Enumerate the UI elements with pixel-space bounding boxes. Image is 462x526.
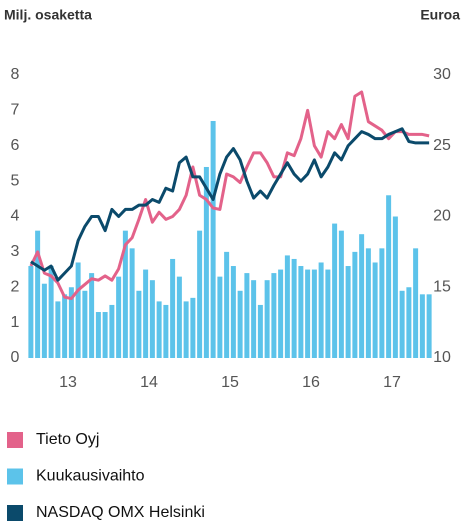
bar [170, 258, 176, 358]
y-axis-title: Milj. osaketta [4, 7, 92, 23]
bar [35, 230, 41, 358]
line [29, 90, 430, 301]
bar [264, 280, 270, 358]
bar [149, 280, 155, 358]
bar [332, 223, 338, 358]
y-tick-label: 1 [11, 314, 20, 331]
bar [224, 251, 230, 358]
bar [325, 269, 331, 358]
bar [318, 262, 324, 358]
bar [392, 216, 398, 358]
bar [75, 262, 81, 358]
bar [386, 195, 392, 358]
bar [365, 248, 371, 358]
bar [89, 273, 95, 358]
bar [406, 287, 412, 358]
bar [359, 234, 365, 358]
bar [311, 269, 317, 358]
bar [176, 276, 182, 358]
bar [305, 269, 311, 358]
x-group-label: 14 [140, 374, 158, 391]
bar [210, 120, 216, 358]
bar [413, 248, 419, 358]
bar [109, 304, 115, 358]
bar [298, 266, 304, 358]
bar [345, 266, 351, 358]
y2-tick-label: 20 [433, 208, 451, 225]
x-group-label: 16 [302, 374, 320, 391]
bar [48, 266, 54, 358]
bar [197, 230, 203, 358]
bar [271, 273, 277, 358]
bar [399, 290, 405, 358]
bar [55, 301, 61, 358]
bar [41, 283, 47, 358]
bar [352, 251, 358, 358]
bar [426, 294, 432, 358]
y2-tick-label: 25 [433, 137, 451, 154]
bar [244, 273, 250, 358]
y-tick-label: 3 [11, 243, 20, 260]
legend-swatch [7, 432, 23, 448]
y-tick-label: 4 [11, 208, 20, 225]
legend-swatch [7, 468, 23, 485]
y-tick-label: 6 [11, 137, 20, 154]
bar [203, 166, 209, 358]
bar [257, 304, 263, 358]
bar [230, 266, 236, 358]
bar [62, 294, 68, 358]
bar [102, 312, 108, 358]
line [30, 127, 430, 282]
bar [190, 297, 196, 358]
bar [136, 290, 142, 358]
y-tick-label: 7 [11, 102, 20, 119]
y-tick-label: 0 [11, 349, 20, 366]
bar [338, 230, 344, 358]
bar [122, 230, 128, 358]
bar [163, 304, 169, 358]
y-tick-label: 8 [11, 66, 20, 83]
x-group-label: 17 [383, 374, 401, 391]
bar [95, 312, 101, 358]
y2-tick-label: 30 [433, 66, 451, 83]
x-group-label: 15 [221, 374, 239, 391]
legend-label: Tieto Oyj [36, 431, 99, 448]
bar [82, 290, 88, 358]
y2-tick-label: 10 [433, 349, 451, 366]
bar [217, 276, 223, 358]
bar [251, 280, 257, 358]
bar [372, 262, 378, 358]
bar [129, 248, 135, 358]
bar [28, 266, 34, 358]
bar [284, 255, 290, 358]
bar [291, 258, 297, 358]
y2-axis-title: Euroa [420, 7, 460, 23]
bar [156, 301, 162, 358]
bar [419, 294, 425, 358]
bar [379, 248, 385, 358]
y-tick-label: 5 [11, 172, 20, 189]
bar [68, 287, 74, 358]
bar [143, 269, 149, 358]
x-group-label: 13 [59, 374, 77, 391]
legend-swatch [7, 505, 23, 521]
y2-tick-label: 15 [433, 278, 451, 295]
bar [237, 290, 243, 358]
legend-label: Kuukausivaihto [36, 468, 145, 485]
legend-label: NASDAQ OMX Helsinki [36, 504, 205, 521]
bar [183, 301, 189, 358]
bar [116, 276, 122, 358]
bar [278, 269, 284, 358]
y-tick-label: 2 [11, 278, 20, 295]
